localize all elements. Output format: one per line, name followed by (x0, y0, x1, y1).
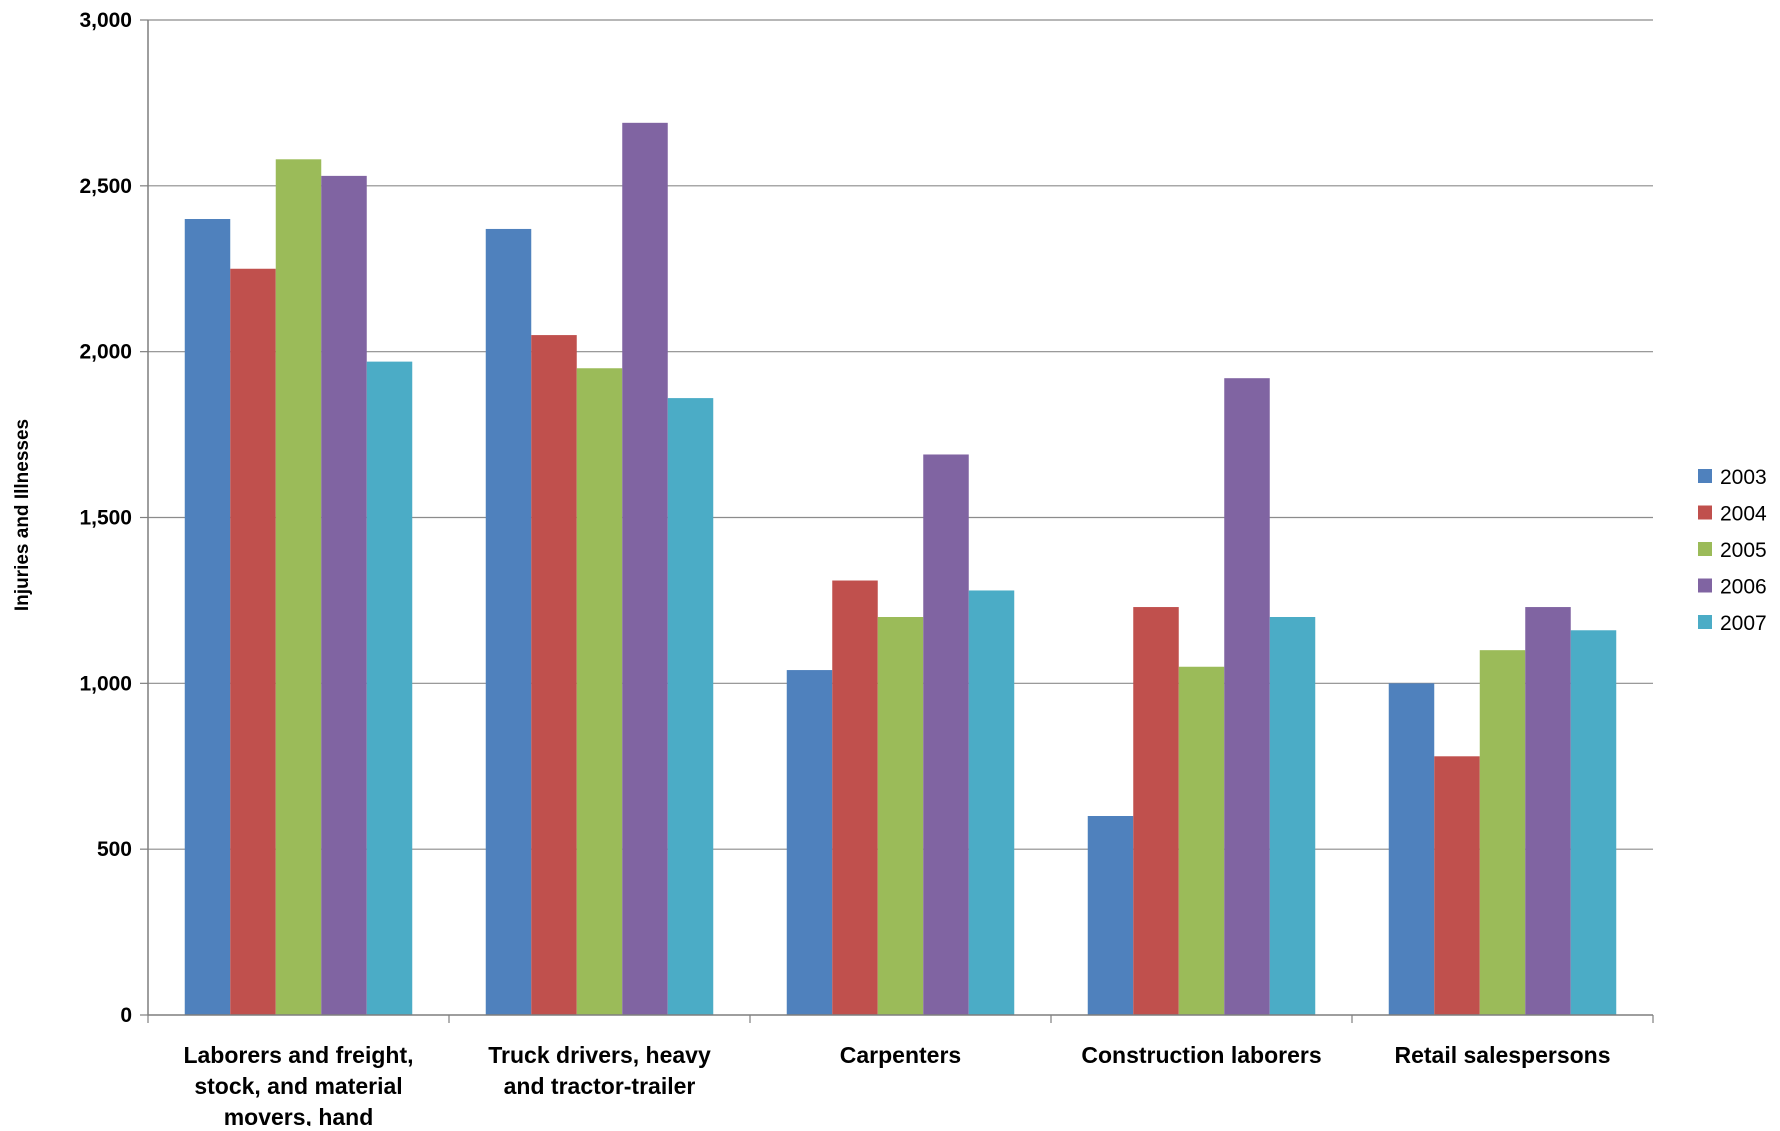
y-axis-title: Injuries and Illnesses (12, 419, 33, 611)
category-label: Construction laborers (1081, 1042, 1321, 1068)
bar-2003 (1087, 816, 1134, 1015)
bar-2006 (923, 454, 969, 1015)
y-tick-label: 500 (97, 838, 132, 861)
bar-2006 (1224, 378, 1270, 1015)
bar-2003 (485, 228, 532, 1015)
bar-2004 (1434, 756, 1480, 1015)
bar-2006 (321, 175, 367, 1016)
y-tick-label: 1,000 (79, 672, 132, 695)
category-label: Truck drivers, heavy and tractor-trailer (488, 1042, 711, 1099)
category-label-line: stock, and material (194, 1073, 402, 1099)
category-label: Laborers and freight, stock, and material… (183, 1042, 413, 1126)
legend-swatch (1698, 578, 1712, 593)
y-tick-label: 1,500 (79, 507, 132, 530)
legend-swatch (1698, 505, 1712, 520)
bar-2004 (832, 580, 878, 1015)
category-label-line: Carpenters (840, 1042, 961, 1068)
bars (184, 122, 1617, 1016)
y-tick-label: 3,000 (79, 9, 132, 32)
legend-swatch (1698, 615, 1712, 629)
category-label-line: movers, hand (224, 1104, 374, 1126)
bar-2005 (275, 159, 322, 1016)
y-tick-label: 2,000 (79, 341, 132, 364)
bar-2007 (1269, 617, 1316, 1015)
bar-2007 (667, 398, 714, 1016)
y-tick-labels: 0 500 1,000 1,500 2,000 2,500 3,000 (79, 9, 132, 1027)
bar-2004 (531, 335, 577, 1015)
bar-2006 (622, 122, 668, 1016)
bar-2005 (1479, 650, 1526, 1015)
bar-2005 (877, 617, 924, 1015)
bar-2007 (968, 590, 1015, 1015)
category-label-line: Laborers and freight, (183, 1042, 413, 1068)
legend-label: 2004 (1720, 503, 1767, 526)
category-label: Retail salespersons (1394, 1042, 1610, 1068)
legend: 2003 2004 2005 2006 2007 (1698, 466, 1767, 635)
bar-2007 (366, 361, 413, 1015)
category-label: Carpenters (840, 1042, 961, 1068)
axes (140, 19, 1654, 1023)
legend-label: 2007 (1720, 612, 1767, 635)
legend-label: 2005 (1720, 539, 1767, 562)
bar-2003 (786, 670, 833, 1015)
category-label-line: Construction laborers (1081, 1042, 1321, 1068)
bar-2005 (1178, 666, 1225, 1015)
category-label-line: Retail salespersons (1394, 1042, 1610, 1068)
legend-swatch (1698, 469, 1712, 483)
legend-label: 2003 (1720, 466, 1767, 489)
y-tick-label: 0 (120, 1004, 132, 1027)
legend-swatch (1698, 542, 1712, 556)
bar-2005 (576, 368, 623, 1015)
bar-2003 (1388, 683, 1435, 1015)
category-label-line: and tractor-trailer (504, 1073, 696, 1099)
category-label-line: Truck drivers, heavy (488, 1042, 711, 1068)
category-labels: Laborers and freight, stock, and material… (183, 1042, 1610, 1130)
bar-2006 (1525, 607, 1571, 1015)
bar-2003 (184, 219, 231, 1015)
bar-2004 (1133, 607, 1179, 1015)
bar-2004 (230, 268, 276, 1015)
legend-label: 2006 (1720, 576, 1767, 599)
y-tick-label: 2,500 (79, 175, 132, 198)
bar-2007 (1570, 630, 1617, 1015)
